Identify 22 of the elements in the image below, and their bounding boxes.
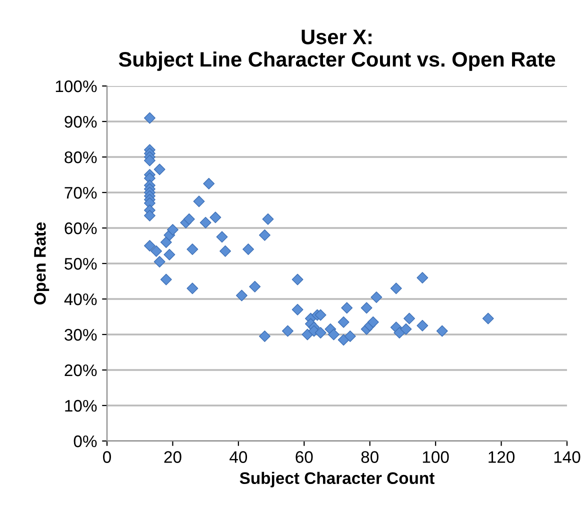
y-tick-label: 100% [56,80,97,92]
y-tick-label: 90% [64,116,97,128]
x-tick-label: 0 [103,451,111,463]
x-tick-label: 60 [296,451,313,463]
chart-title: User X: Subject Line Character Count vs. Open Rate [118,30,556,71]
y-tick-label: 20% [64,364,97,376]
y-tick-label: 10% [65,400,97,412]
x-tick-label: 80 [361,451,378,463]
y-tick-label: 30% [64,328,97,341]
x-tick-label: 140 [554,451,580,463]
x-axis-title: Subject Character Count [240,472,435,488]
y-axis-title: Open Rate [34,222,50,304]
x-tick-label: 100 [422,451,449,463]
y-tick-label: 0% [74,435,97,448]
x-tick-label: 120 [488,451,515,463]
y-tick-label: 80% [64,151,97,164]
y-tick-label: 40% [64,293,97,306]
y-tick-label: 70% [64,186,97,199]
x-tick-label: 40 [230,451,248,463]
x-tick-label: 20 [164,451,182,463]
y-tick-label: 50% [64,258,97,270]
y-tick-label: 60% [64,222,97,234]
